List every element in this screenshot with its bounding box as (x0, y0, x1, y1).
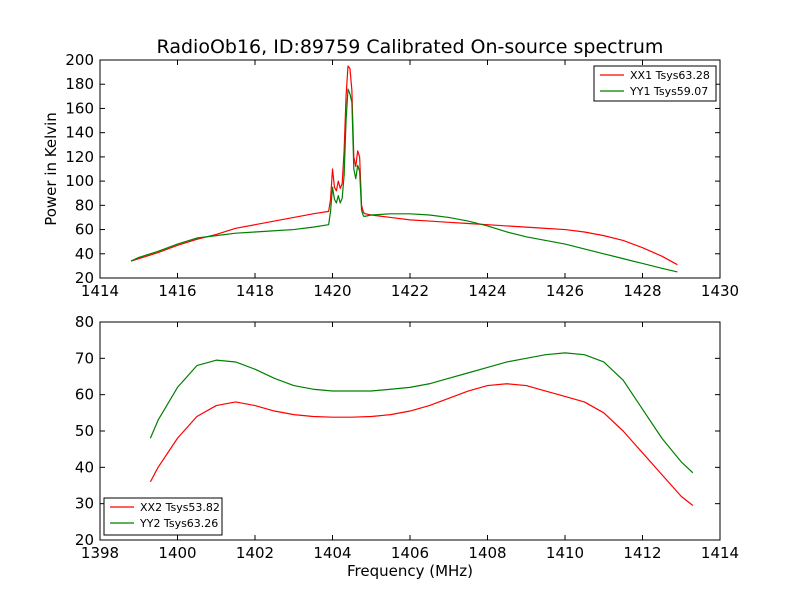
top-plot-x-tick-label: 1414 (81, 282, 119, 300)
top-plot-y-tick-label: 80 (75, 196, 94, 214)
top-plot-x-tick-label: 1424 (468, 282, 506, 300)
top-plot-legend-label: XX1 Tsys63.28 (630, 69, 710, 82)
top-plot-x-tick-label: 1418 (236, 282, 274, 300)
bottom-plot-legend-label: XX2 Tsys53.82 (140, 501, 220, 514)
top-plot-x-tick-label: 1428 (623, 282, 661, 300)
bottom-plot-y-tick-label: 70 (75, 349, 94, 367)
top-plot-legend-label: YY1 Tsys59.07 (629, 85, 708, 98)
chart-title: RadioOb16, ID:89759 Calibrated On-source… (157, 36, 664, 58)
top-plot-x-tick-label: 1420 (313, 282, 351, 300)
bottom-plot-x-tick-label: 1400 (158, 544, 196, 562)
bottom-plot-x-tick-label: 1412 (623, 544, 661, 562)
bottom-plot-y-ticks: 20 30 40 50 60 70 80 (75, 313, 720, 549)
top-plot: 1414 1416 1418 1420 1422 1424 1426 1428 1430 20 4… (65, 51, 739, 300)
bottom-plot-x-tick-label: 1410 (546, 544, 584, 562)
top-plot-legend: XX1 Tsys63.28 YY1 Tsys59.07 (593, 65, 717, 102)
top-plot-x-ticks: 1414 1416 1418 1420 1422 1424 1426 1428 1430 (81, 60, 739, 300)
bottom-plot-y-tick-label: 30 (75, 495, 94, 513)
bottom-plot-series (149, 352, 694, 506)
bottom-plot-y-tick-label: 50 (75, 422, 94, 440)
top-plot-x-tick-label: 1426 (546, 282, 584, 300)
bottom-plot-y-tick-label: 60 (75, 386, 94, 404)
y-axis-label: Power in Kelvin (42, 112, 60, 226)
bottom-plot-legend: XX2 Tsys53.82 YY2 Tsys63.26 (103, 497, 223, 536)
top-plot-y-tick-label: 180 (65, 75, 94, 93)
bottom-plot-y-tick-label: 80 (75, 313, 94, 331)
x-axis-label: Frequency (MHz) (347, 562, 473, 580)
top-plot-legend-box (593, 65, 717, 102)
bottom-plot-x-ticks: 1398 1400 1402 1404 1406 1408 1410 1412 1414 (81, 322, 739, 562)
top-plot-y-tick-label: 200 (65, 51, 94, 69)
bottom-plot-y-tick-label: 20 (75, 531, 94, 549)
bottom-plot: 1398 1400 1402 1404 1406 1408 1410 1412 1414 20 3… (75, 313, 739, 562)
top-plot-series (130, 65, 678, 273)
bottom-plot-series-line-1 (149, 383, 694, 506)
bottom-plot-x-tick-label: 1404 (313, 544, 351, 562)
bottom-plot-legend-label: YY2 Tsys63.26 (139, 517, 218, 530)
bottom-plot-x-tick-label: 1414 (701, 544, 739, 562)
top-plot-y-tick-label: 60 (75, 221, 94, 239)
top-plot-y-tick-label: 160 (65, 99, 94, 117)
bottom-plot-x-tick-label: 1408 (468, 544, 506, 562)
top-plot-y-ticks: 20 40 60 80 100 120 140 160 180 200 (65, 51, 720, 287)
bottom-plot-x-tick-label: 1406 (391, 544, 429, 562)
bottom-plot-y-tick-label: 40 (75, 458, 94, 476)
bottom-plot-x-tick-label: 1398 (81, 544, 119, 562)
bottom-plot-legend-box (103, 497, 223, 536)
bottom-plot-x-tick-label: 1402 (236, 544, 274, 562)
top-plot-y-tick-label: 100 (65, 172, 94, 190)
top-plot-x-tick-label: 1430 (701, 282, 739, 300)
top-plot-y-tick-label: 140 (65, 124, 94, 142)
top-plot-y-tick-label: 20 (75, 269, 94, 287)
top-plot-y-tick-label: 40 (75, 245, 94, 263)
bottom-plot-series-line-2 (149, 352, 694, 474)
top-plot-y-tick-label: 120 (65, 148, 94, 166)
top-plot-series-line-2 (130, 88, 678, 273)
top-plot-x-tick-label: 1416 (158, 282, 196, 300)
top-plot-x-tick-label: 1422 (391, 282, 429, 300)
